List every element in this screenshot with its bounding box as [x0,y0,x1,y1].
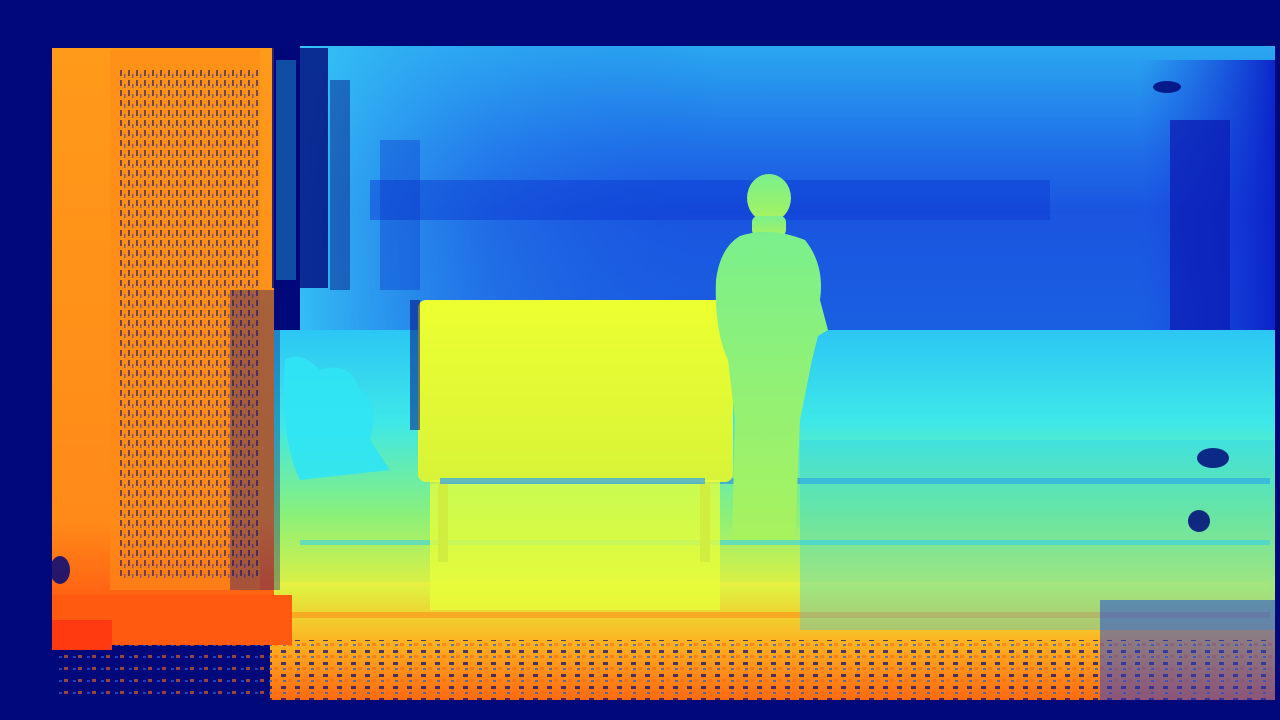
left-statue [284,356,390,480]
bench [418,300,733,482]
person [715,174,828,541]
